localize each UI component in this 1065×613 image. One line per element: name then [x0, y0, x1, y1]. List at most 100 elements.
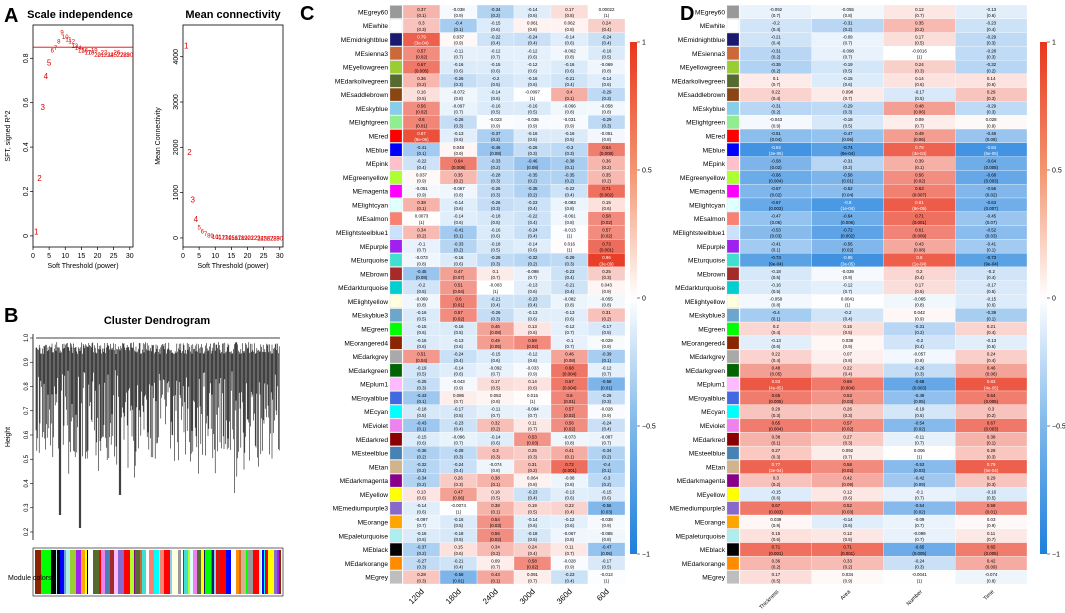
- p-value: (0.5): [602, 565, 612, 570]
- module-swatch: [389, 115, 403, 129]
- correlation-value: 0.35: [602, 172, 611, 177]
- p-value: (0.3): [602, 123, 612, 128]
- p-value: (0.7): [528, 413, 538, 418]
- module-label: MEturquoise: [351, 258, 388, 265]
- column-label: 120d: [407, 587, 426, 606]
- module-label: MEgreenyellow: [343, 175, 388, 182]
- p-value: (0.6): [417, 330, 427, 335]
- correlation-value: -0.43: [416, 420, 427, 425]
- p-value: (0.5): [771, 275, 781, 280]
- correlation-value: -0.22: [490, 34, 501, 39]
- power-point-label: 17: [234, 236, 241, 242]
- correlation-value: -0.067: [452, 186, 465, 191]
- p-value: (1): [604, 578, 610, 583]
- correlation-value: -0.43: [416, 393, 427, 398]
- module-label: MEpaleturquoise: [676, 533, 726, 540]
- correlation-value: 0.73: [602, 241, 611, 246]
- correlation-value: -0.84: [986, 145, 997, 150]
- correlation-value: 0.47: [454, 269, 463, 274]
- y-tick-label: 0.6: [24, 430, 30, 439]
- module-label: MElightcyan: [352, 202, 388, 209]
- correlation-value: -0.23: [527, 296, 538, 301]
- p-value: (0.1): [565, 454, 575, 459]
- p-value: (0.9): [843, 344, 853, 349]
- correlation-value: 0.36: [417, 76, 426, 81]
- correlation-value: -0.061: [563, 214, 576, 219]
- correlation-value: -0.36: [416, 448, 427, 453]
- p-value: (0.08): [985, 137, 997, 142]
- module-swatch: [389, 253, 403, 267]
- correlation-value: -0.39: [601, 352, 612, 357]
- p-value: (0.7): [987, 537, 997, 542]
- p-value: (0.9): [454, 13, 464, 18]
- p-value: (0.2): [491, 551, 501, 556]
- p-value: (0.2): [417, 234, 427, 239]
- module-label: MElightyellow: [348, 299, 389, 306]
- p-value: (0.08): [914, 247, 926, 252]
- p-value: (0.3): [417, 578, 427, 583]
- power-point-label: 26: [114, 51, 121, 57]
- module-color-band: [42, 550, 47, 594]
- p-value: (0.6): [417, 440, 427, 445]
- module-swatch: [389, 529, 403, 543]
- power-point-label: 9: [210, 234, 214, 240]
- correlation-value: -0.12: [601, 365, 612, 370]
- p-value: (0.06): [985, 372, 997, 377]
- module-color-band: [190, 550, 193, 594]
- power-point-label: 8: [207, 233, 211, 239]
- module-swatch: [726, 294, 740, 308]
- correlation-value: 0.03: [987, 517, 996, 522]
- p-value: (1): [845, 303, 851, 308]
- p-value: (0.7): [491, 54, 501, 59]
- p-value: (0.3): [454, 82, 464, 87]
- correlation-value: -0.42: [914, 476, 925, 481]
- module-color-band: [51, 550, 56, 594]
- p-value: (0.8): [565, 220, 575, 225]
- p-value: (0.1): [987, 440, 997, 445]
- p-value: (0.2): [528, 468, 538, 473]
- correlation-value: -0.22: [416, 159, 427, 164]
- correlation-value: -0.16: [601, 48, 612, 53]
- p-value: (0.5): [843, 537, 853, 542]
- module-label: MEsteelblue: [689, 451, 726, 458]
- p-value: (0.6): [843, 496, 853, 501]
- module-label: MEbrown: [697, 271, 725, 278]
- correlation-value: -0.26: [453, 76, 464, 81]
- module-swatch: [726, 170, 740, 184]
- p-value: (0.2): [417, 454, 427, 459]
- p-value: (0.3): [491, 179, 501, 184]
- module-color-band: [231, 550, 236, 594]
- correlation-value: 0.015: [527, 393, 539, 398]
- correlation-value: -0.23: [527, 489, 538, 494]
- panel-letter-b: B: [4, 305, 18, 327]
- module-label: MEdarkolivegreen: [335, 78, 388, 85]
- p-value: (0.02): [842, 427, 854, 432]
- p-value: (0.005): [984, 551, 998, 556]
- p-value: (0.01): [601, 385, 613, 390]
- x-tick-label: 25: [110, 253, 118, 260]
- module-color-band: [264, 550, 265, 594]
- correlation-value: -0.24: [527, 227, 538, 232]
- module-label: MEpink: [703, 161, 726, 168]
- correlation-color-legend: 1 0.5 0 −0.5 −1: [1040, 40, 1065, 559]
- p-value: (0.1): [771, 247, 781, 252]
- correlation-value: 0.16: [843, 324, 852, 329]
- p-value: (0.1): [565, 165, 575, 170]
- x-tick-label: 25: [260, 253, 268, 260]
- p-value: (0.9): [454, 151, 464, 156]
- correlation-value: 0.2: [773, 324, 780, 329]
- legend-tick-label: 1: [642, 40, 646, 47]
- module-color-band: [35, 550, 41, 594]
- p-value: (0.8): [771, 303, 781, 308]
- module-swatch: [726, 198, 740, 212]
- correlation-value: 0.37: [417, 7, 426, 12]
- correlation-value: 0.58: [528, 558, 537, 563]
- module-label: MEgrey60: [358, 9, 388, 16]
- p-value: (0.04): [453, 289, 465, 294]
- module-swatch: [389, 184, 403, 198]
- module-swatch: [726, 74, 740, 88]
- module-color-band: [178, 550, 181, 594]
- correlation-value: -0.53: [771, 227, 782, 232]
- module-color-band: [159, 550, 160, 594]
- correlation-value: 0.43: [915, 241, 924, 246]
